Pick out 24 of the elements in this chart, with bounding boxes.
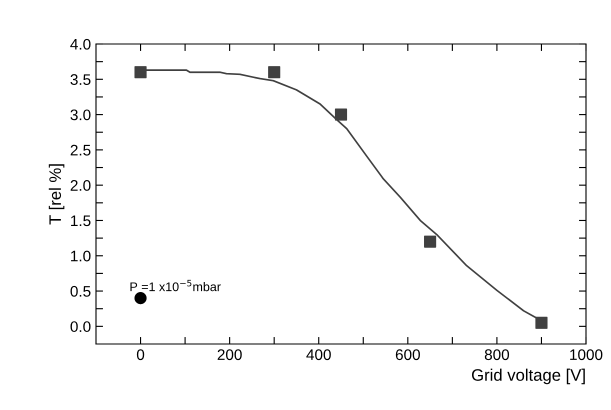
y-tick-label: 0.5 bbox=[70, 286, 90, 297]
y-tick-label: 3.5 bbox=[70, 74, 90, 85]
y-tick-label: 0.0 bbox=[70, 321, 91, 332]
point bbox=[535, 316, 548, 329]
annotation: P =1 x10$^{−5}$mbar bbox=[130, 280, 221, 292]
x-tick-label: 400 bbox=[306, 349, 331, 360]
y-tick-label: 1.0 bbox=[71, 250, 91, 262]
x-tick-label: 0 bbox=[136, 349, 144, 360]
point bbox=[134, 66, 147, 78]
x-tick-label: 600 bbox=[396, 349, 420, 360]
point bbox=[334, 108, 348, 121]
y-tick-label: 1.5 bbox=[71, 215, 90, 226]
y-axis-title: T [rel %] bbox=[48, 164, 64, 224]
y-tick-label: 2.0 bbox=[70, 180, 91, 191]
x-axis-title: Grid voltage [V] bbox=[472, 368, 585, 384]
point bbox=[424, 236, 436, 248]
x-tick-label: 800 bbox=[484, 349, 510, 360]
y-tick-label: 2.5 bbox=[70, 144, 90, 156]
point bbox=[134, 292, 147, 304]
x-tick-label: 1000 bbox=[570, 349, 602, 360]
x-tick-label: 200 bbox=[218, 349, 242, 360]
point bbox=[268, 66, 280, 78]
y-tick-label: 3.0 bbox=[70, 109, 91, 120]
y-tick-label: 4.0 bbox=[70, 38, 91, 50]
